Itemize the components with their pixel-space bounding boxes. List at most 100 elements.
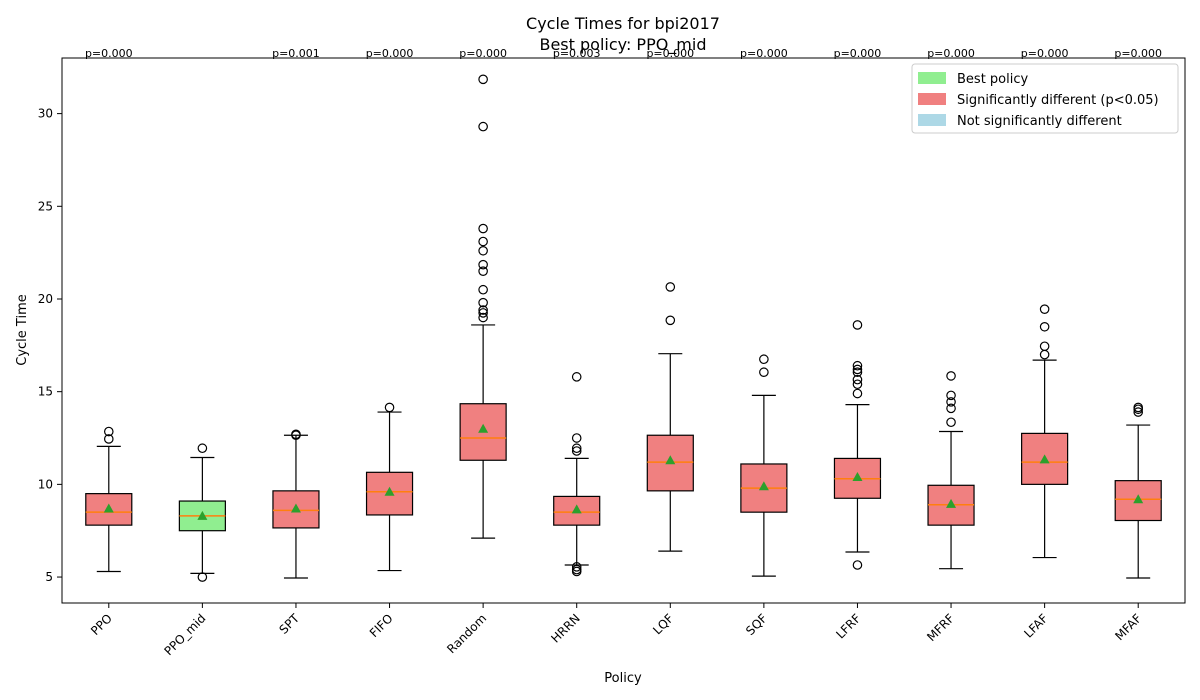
outlier-point: [665, 315, 676, 326]
x-tick-label: MFAF: [1112, 611, 1144, 643]
outlier-point: [478, 121, 488, 132]
outlier-point: [1039, 321, 1050, 332]
outlier-point: [852, 374, 863, 385]
outlier-point: [478, 245, 488, 256]
p-value-label: p=0.000: [85, 47, 133, 60]
outlier-point: [103, 426, 114, 437]
x-tick-label: LFRF: [833, 611, 863, 641]
legend-swatch: [918, 72, 946, 84]
outlier-point: [571, 562, 582, 572]
outlier-point: [759, 367, 769, 378]
x-tick-label: Random: [444, 611, 489, 656]
box: [646, 434, 694, 492]
outlier-point: [571, 564, 582, 575]
outlier-point: [852, 364, 863, 375]
outlier-point: [478, 74, 488, 85]
outlier-point: [1039, 341, 1050, 352]
x-tick-label: LQF: [650, 611, 676, 637]
outlier-point: [571, 433, 582, 443]
legend-frame: [911, 63, 1179, 134]
y-tick-label: 5: [45, 570, 53, 584]
mean-marker: [290, 503, 301, 513]
box-group-mfaf: [1114, 402, 1162, 579]
mean-marker: [665, 455, 676, 465]
outlier-point: [852, 388, 863, 399]
outlier-point: [946, 403, 956, 414]
p-value-label: p=0.001: [272, 47, 320, 60]
p-value-label: p=0.000: [459, 47, 507, 60]
outlier-point: [478, 312, 488, 323]
y-tick-label: 15: [38, 385, 53, 399]
outlier-point: [384, 402, 395, 413]
box-group-mfrf: [927, 371, 975, 570]
chart-title: Cycle Times for bpi2017: [526, 14, 720, 33]
outlier-point: [852, 560, 863, 570]
x-tick-label: MFRF: [924, 611, 957, 644]
mean-marker: [384, 486, 395, 496]
mean-marker: [758, 481, 769, 491]
box-group-sqf: [740, 354, 788, 577]
legend-label: Significantly different (p<0.05): [957, 93, 1159, 108]
box: [272, 490, 320, 529]
box-group-lfaf: [1021, 304, 1069, 559]
x-tick-label: LFAF: [1021, 611, 1050, 640]
box-group-random: [459, 74, 507, 539]
box-group-spt: [272, 429, 320, 579]
mean-marker: [103, 503, 114, 513]
outlier-point: [291, 429, 301, 440]
outlier-point: [478, 284, 488, 295]
outlier-point: [478, 305, 488, 315]
outlier-point: [1039, 304, 1050, 314]
mean-marker: [852, 471, 863, 481]
y-tick-label: 20: [38, 292, 53, 306]
x-tick-label: HRRN: [548, 611, 582, 645]
outlier-point: [103, 434, 114, 444]
x-tick-label: PPO: [88, 611, 115, 638]
outlier-point: [571, 446, 582, 456]
legend: Best policy Significantly different (p<0.…: [911, 63, 1179, 134]
legend-label: Not significantly different: [957, 114, 1122, 129]
outlier-point: [478, 236, 488, 247]
legend-label: Best policy: [957, 72, 1028, 87]
chart-subtitle: Best policy: PPO_mid: [539, 35, 706, 55]
outlier-point: [1133, 407, 1144, 417]
box-group-lfrf: [833, 320, 882, 570]
y-axis-label: Cycle Time: [15, 294, 30, 365]
y-tick-label: 30: [38, 107, 53, 121]
outlier-point: [478, 266, 488, 276]
outlier-point: [946, 371, 956, 381]
p-value-label: p=0.000: [1114, 47, 1162, 60]
p-value-label: p=0.000: [1021, 47, 1069, 60]
mean-marker: [478, 423, 489, 433]
outlier-point: [571, 372, 582, 382]
mean-marker: [1133, 494, 1144, 504]
x-tick-label: FIFO: [367, 611, 396, 640]
outlier-point: [197, 572, 208, 582]
plot-area: 5 10 15 20 25 30 PPO p=0.000 PPO_mid SPT p=0.001 FI…: [38, 47, 1186, 658]
p-value-label: p=0.000: [834, 47, 882, 60]
y-tick-label: 25: [38, 199, 53, 213]
legend-swatch: [918, 114, 946, 126]
x-tick-label: PPO_mid: [161, 611, 208, 658]
outlier-point: [946, 397, 956, 407]
outlier-point: [478, 259, 488, 270]
x-tick-label: SQF: [743, 611, 770, 638]
box-group-hrrn: [553, 372, 601, 577]
outlier-point: [852, 360, 863, 371]
x-axis-label: Policy: [604, 671, 642, 686]
outlier-point: [852, 367, 863, 378]
x-tick-label: SPT: [276, 611, 302, 637]
outlier-point: [478, 223, 488, 234]
outlier-point: [571, 443, 582, 454]
outlier-point: [478, 297, 488, 308]
box-group-lqf: [646, 282, 694, 552]
mean-marker: [571, 504, 582, 514]
outlier-point: [852, 379, 863, 390]
box-group-ppo: [85, 426, 133, 573]
outlier-point: [1133, 402, 1144, 413]
outlier-point: [478, 308, 488, 318]
box-group-fifo: [365, 402, 414, 572]
outlier-point: [852, 320, 863, 330]
